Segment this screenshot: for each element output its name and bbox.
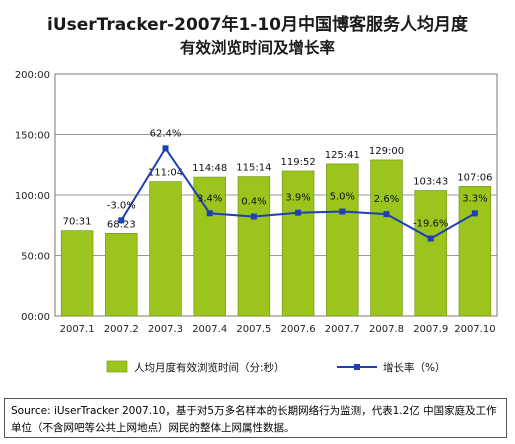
source-note: Source: iUserTracker 2007.10，基于对5万多名样本的长… xyxy=(4,398,507,438)
bar xyxy=(281,170,315,317)
growth-point xyxy=(339,208,346,215)
bar xyxy=(414,190,447,317)
growth-point xyxy=(383,211,390,218)
growth-label: 3.9% xyxy=(285,193,310,204)
chart-title: iUserTracker-2007年1-10月中国博客服务人均月度 xyxy=(47,15,468,35)
growth-point xyxy=(295,209,302,216)
plot-border xyxy=(54,73,498,317)
growth-label: 2.6% xyxy=(374,194,399,205)
y-tick-label: 00:00 xyxy=(21,312,50,323)
bar xyxy=(193,176,226,317)
x-tick-label: 2007.6 xyxy=(281,324,316,335)
x-tick-label: 2007.1 xyxy=(60,324,95,335)
bar-value-label: 68:23 xyxy=(107,219,136,230)
growth-point xyxy=(427,235,434,242)
bar-value-label: 129:00 xyxy=(369,146,404,157)
x-tick-label: 2007.5 xyxy=(236,324,271,335)
source-line-2: 单位（不含网吧等公共上网地点）网民的整体上网属性数据。 xyxy=(11,422,295,434)
x-tick-label: 2007.8 xyxy=(369,324,404,335)
growth-point xyxy=(471,210,478,217)
x-tick-label: 2007.9 xyxy=(413,324,448,335)
bar-value-label: 114:48 xyxy=(192,163,227,174)
bar xyxy=(370,159,403,317)
growth-label: 3.4% xyxy=(197,193,222,204)
y-tick-label: 150:00 xyxy=(15,131,50,142)
bar-value-label: 119:52 xyxy=(281,157,316,168)
bar-value-label: 125:41 xyxy=(325,150,360,161)
legend-bar-label: 人均月度有效浏览时间（分:秒） xyxy=(134,361,285,374)
growth-label: -19.6% xyxy=(413,219,448,230)
x-tick-label: 2007.10 xyxy=(454,324,495,335)
y-tick-label: 100:00 xyxy=(15,191,50,202)
bar-value-label: 70:31 xyxy=(63,217,92,228)
growth-point xyxy=(118,217,125,224)
x-tick-label: 2007.7 xyxy=(325,324,360,335)
bar xyxy=(326,163,359,317)
legend-line-marker xyxy=(354,364,360,370)
x-tick-label: 2007.3 xyxy=(148,324,183,335)
legend-bar-swatch xyxy=(106,360,128,373)
growth-label: 62.4% xyxy=(150,128,182,139)
bar xyxy=(105,232,138,317)
growth-label: -3.0% xyxy=(107,200,136,211)
growth-label: 3.3% xyxy=(462,193,487,204)
bar xyxy=(149,181,182,317)
growth-point xyxy=(250,213,257,220)
chart-subtitle: 有效浏览时间及增长率 xyxy=(179,39,335,57)
y-tick-label: 200:00 xyxy=(15,70,50,81)
legend-line-label: 增长率（%） xyxy=(383,361,445,374)
bar xyxy=(60,230,94,317)
bar-value-label: 115:14 xyxy=(236,163,271,174)
x-tick-label: 2007.2 xyxy=(104,324,139,335)
bar xyxy=(458,186,492,317)
bar-value-label: 103:43 xyxy=(413,176,448,187)
bar-value-label: 107:06 xyxy=(457,172,492,183)
bar-value-label: 111:04 xyxy=(148,168,183,179)
growth-label: 0.4% xyxy=(241,197,266,208)
y-tick-label: 50:00 xyxy=(21,252,50,263)
growth-point xyxy=(162,145,169,152)
bar xyxy=(237,176,271,317)
source-line-1: Source: iUserTracker 2007.10，基于对5万多名样本的长… xyxy=(11,405,497,417)
growth-label: 5.0% xyxy=(330,192,355,203)
growth-point xyxy=(206,210,213,217)
x-tick-label: 2007.4 xyxy=(192,324,227,335)
